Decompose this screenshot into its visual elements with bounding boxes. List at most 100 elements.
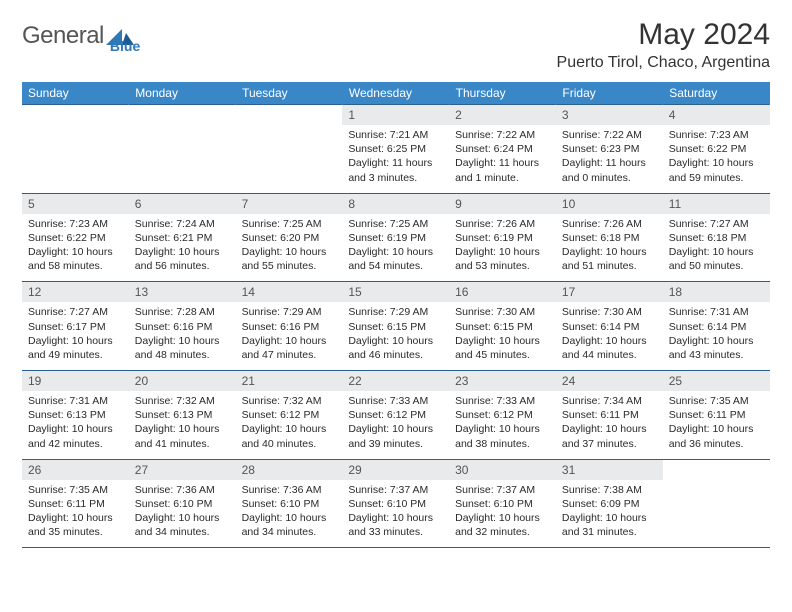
brand-name-part2: Blue — [110, 38, 140, 54]
day-number: 4 — [663, 105, 770, 125]
daylight-text: Daylight: 10 hours and 55 minutes. — [242, 245, 337, 273]
sunrise-text: Sunrise: 7:36 AM — [135, 483, 230, 497]
day-details: Sunrise: 7:22 AMSunset: 6:24 PMDaylight:… — [449, 125, 556, 193]
sunrise-text: Sunrise: 7:31 AM — [28, 394, 123, 408]
calendar-day-cell: 17Sunrise: 7:30 AMSunset: 6:14 PMDayligh… — [556, 282, 663, 371]
day-details: Sunrise: 7:33 AMSunset: 6:12 PMDaylight:… — [342, 391, 449, 459]
weekday-header: Monday — [129, 82, 236, 105]
sunrise-text: Sunrise: 7:23 AM — [669, 128, 764, 142]
day-details: Sunrise: 7:29 AMSunset: 6:15 PMDaylight:… — [342, 302, 449, 370]
day-number: 25 — [663, 371, 770, 391]
sunset-text: Sunset: 6:11 PM — [28, 497, 123, 511]
calendar-day-cell: 25Sunrise: 7:35 AMSunset: 6:11 PMDayligh… — [663, 371, 770, 460]
calendar-body: ......1Sunrise: 7:21 AMSunset: 6:25 PMDa… — [22, 105, 770, 548]
day-details: Sunrise: 7:26 AMSunset: 6:18 PMDaylight:… — [556, 214, 663, 282]
day-number: 16 — [449, 282, 556, 302]
sunrise-text: Sunrise: 7:38 AM — [562, 483, 657, 497]
calendar-table: SundayMondayTuesdayWednesdayThursdayFrid… — [22, 82, 770, 548]
day-number: 9 — [449, 194, 556, 214]
day-details: Sunrise: 7:30 AMSunset: 6:15 PMDaylight:… — [449, 302, 556, 370]
sunset-text: Sunset: 6:10 PM — [455, 497, 550, 511]
calendar-day-cell: 19Sunrise: 7:31 AMSunset: 6:13 PMDayligh… — [22, 371, 129, 460]
sunset-text: Sunset: 6:11 PM — [562, 408, 657, 422]
day-number: 10 — [556, 194, 663, 214]
sunrise-text: Sunrise: 7:28 AM — [135, 305, 230, 319]
sunrise-text: Sunrise: 7:33 AM — [455, 394, 550, 408]
sunset-text: Sunset: 6:10 PM — [135, 497, 230, 511]
daylight-text: Daylight: 10 hours and 51 minutes. — [562, 245, 657, 273]
day-details: Sunrise: 7:29 AMSunset: 6:16 PMDaylight:… — [236, 302, 343, 370]
calendar-week-row: 5Sunrise: 7:23 AMSunset: 6:22 PMDaylight… — [22, 193, 770, 282]
weekday-header: Tuesday — [236, 82, 343, 105]
calendar-day-cell: 15Sunrise: 7:29 AMSunset: 6:15 PMDayligh… — [342, 282, 449, 371]
daylight-text: Daylight: 10 hours and 38 minutes. — [455, 422, 550, 450]
month-title: May 2024 — [557, 18, 770, 52]
day-details: Sunrise: 7:21 AMSunset: 6:25 PMDaylight:… — [342, 125, 449, 193]
sunset-text: Sunset: 6:11 PM — [669, 408, 764, 422]
day-details: Sunrise: 7:34 AMSunset: 6:11 PMDaylight:… — [556, 391, 663, 459]
sunrise-text: Sunrise: 7:24 AM — [135, 217, 230, 231]
sunset-text: Sunset: 6:21 PM — [135, 231, 230, 245]
calendar-day-cell: 10Sunrise: 7:26 AMSunset: 6:18 PMDayligh… — [556, 193, 663, 282]
weekday-header: Sunday — [22, 82, 129, 105]
daylight-text: Daylight: 10 hours and 54 minutes. — [348, 245, 443, 273]
day-details: Sunrise: 7:32 AMSunset: 6:12 PMDaylight:… — [236, 391, 343, 459]
sunset-text: Sunset: 6:25 PM — [348, 142, 443, 156]
day-number: 7 — [236, 194, 343, 214]
sunrise-text: Sunrise: 7:37 AM — [348, 483, 443, 497]
sunrise-text: Sunrise: 7:33 AM — [348, 394, 443, 408]
sunrise-text: Sunrise: 7:30 AM — [562, 305, 657, 319]
sunset-text: Sunset: 6:20 PM — [242, 231, 337, 245]
calendar-day-cell: 18Sunrise: 7:31 AMSunset: 6:14 PMDayligh… — [663, 282, 770, 371]
daylight-text: Daylight: 10 hours and 35 minutes. — [28, 511, 123, 539]
day-details: Sunrise: 7:33 AMSunset: 6:12 PMDaylight:… — [449, 391, 556, 459]
sunset-text: Sunset: 6:22 PM — [28, 231, 123, 245]
calendar-header-row: SundayMondayTuesdayWednesdayThursdayFrid… — [22, 82, 770, 105]
day-details: Sunrise: 7:31 AMSunset: 6:13 PMDaylight:… — [22, 391, 129, 459]
calendar-day-cell: 30Sunrise: 7:37 AMSunset: 6:10 PMDayligh… — [449, 459, 556, 548]
calendar-day-cell: 2Sunrise: 7:22 AMSunset: 6:24 PMDaylight… — [449, 105, 556, 194]
day-number: 3 — [556, 105, 663, 125]
sunrise-text: Sunrise: 7:25 AM — [348, 217, 443, 231]
location-text: Puerto Tirol, Chaco, Argentina — [557, 54, 770, 72]
day-number: 20 — [129, 371, 236, 391]
day-number: 26 — [22, 460, 129, 480]
sunset-text: Sunset: 6:12 PM — [348, 408, 443, 422]
sunrise-text: Sunrise: 7:27 AM — [28, 305, 123, 319]
calendar-day-cell: .. — [663, 459, 770, 548]
sunrise-text: Sunrise: 7:35 AM — [28, 483, 123, 497]
sunrise-text: Sunrise: 7:23 AM — [28, 217, 123, 231]
day-details: Sunrise: 7:27 AMSunset: 6:17 PMDaylight:… — [22, 302, 129, 370]
day-number: 14 — [236, 282, 343, 302]
calendar-day-cell: 14Sunrise: 7:29 AMSunset: 6:16 PMDayligh… — [236, 282, 343, 371]
sunrise-text: Sunrise: 7:29 AM — [242, 305, 337, 319]
sunset-text: Sunset: 6:13 PM — [28, 408, 123, 422]
weekday-header: Wednesday — [342, 82, 449, 105]
day-details: Sunrise: 7:35 AMSunset: 6:11 PMDaylight:… — [22, 480, 129, 548]
weekday-header: Friday — [556, 82, 663, 105]
calendar-day-cell: 21Sunrise: 7:32 AMSunset: 6:12 PMDayligh… — [236, 371, 343, 460]
sunset-text: Sunset: 6:16 PM — [135, 320, 230, 334]
day-number: 29 — [342, 460, 449, 480]
day-details: Sunrise: 7:24 AMSunset: 6:21 PMDaylight:… — [129, 214, 236, 282]
day-details: Sunrise: 7:31 AMSunset: 6:14 PMDaylight:… — [663, 302, 770, 370]
day-number: 13 — [129, 282, 236, 302]
sunrise-text: Sunrise: 7:32 AM — [135, 394, 230, 408]
daylight-text: Daylight: 10 hours and 56 minutes. — [135, 245, 230, 273]
calendar-day-cell: 9Sunrise: 7:26 AMSunset: 6:19 PMDaylight… — [449, 193, 556, 282]
sunrise-text: Sunrise: 7:37 AM — [455, 483, 550, 497]
sunrise-text: Sunrise: 7:29 AM — [348, 305, 443, 319]
sunset-text: Sunset: 6:09 PM — [562, 497, 657, 511]
daylight-text: Daylight: 10 hours and 34 minutes. — [242, 511, 337, 539]
day-details: Sunrise: 7:26 AMSunset: 6:19 PMDaylight:… — [449, 214, 556, 282]
day-number: 21 — [236, 371, 343, 391]
sunset-text: Sunset: 6:15 PM — [348, 320, 443, 334]
daylight-text: Daylight: 10 hours and 37 minutes. — [562, 422, 657, 450]
sunrise-text: Sunrise: 7:22 AM — [455, 128, 550, 142]
day-number: 15 — [342, 282, 449, 302]
calendar-day-cell: 13Sunrise: 7:28 AMSunset: 6:16 PMDayligh… — [129, 282, 236, 371]
day-number: 8 — [342, 194, 449, 214]
day-number: 23 — [449, 371, 556, 391]
sunset-text: Sunset: 6:18 PM — [562, 231, 657, 245]
calendar-day-cell: 20Sunrise: 7:32 AMSunset: 6:13 PMDayligh… — [129, 371, 236, 460]
